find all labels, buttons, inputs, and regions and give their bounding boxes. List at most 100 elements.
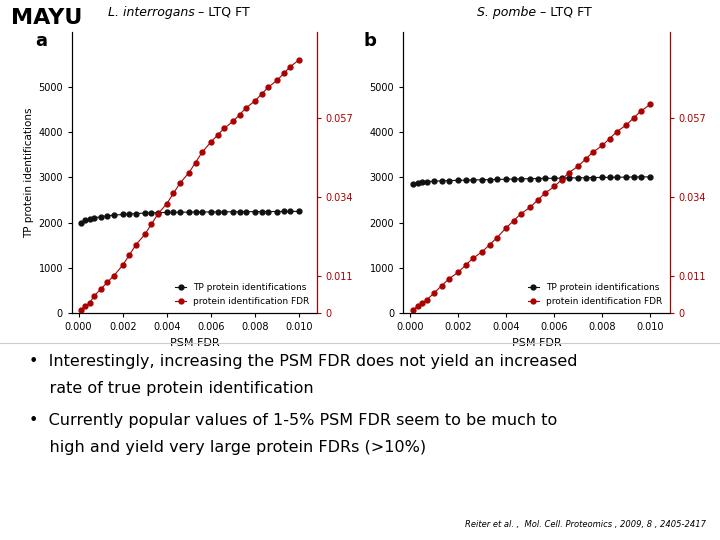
- protein identification FDR: [408, 307, 417, 313]
- protein identification FDR: [118, 262, 127, 268]
- protein identification FDR: [76, 307, 85, 313]
- protein identification FDR: [294, 57, 303, 63]
- TP protein identifications: [485, 177, 494, 183]
- protein identification FDR: [413, 303, 422, 309]
- protein identification FDR: [207, 139, 215, 145]
- TP protein identifications: [622, 174, 631, 180]
- Text: •  Currently popular values of 1-5% PSM FDR seem to be much to: • Currently popular values of 1-5% PSM F…: [29, 413, 557, 428]
- Line: protein identification FDR: protein identification FDR: [78, 57, 302, 312]
- protein identification FDR: [153, 211, 162, 217]
- TP protein identifications: [264, 208, 273, 215]
- protein identification FDR: [541, 190, 549, 197]
- TP protein identifications: [629, 174, 638, 180]
- protein identification FDR: [273, 77, 282, 84]
- TP protein identifications: [564, 175, 573, 181]
- protein identification FDR: [213, 132, 222, 138]
- TP protein identifications: [163, 209, 171, 215]
- TP protein identifications: [76, 219, 85, 226]
- TP protein identifications: [207, 208, 215, 215]
- TP protein identifications: [81, 217, 89, 224]
- TP protein identifications: [516, 176, 525, 182]
- TP protein identifications: [257, 208, 266, 215]
- protein identification FDR: [86, 300, 94, 306]
- TP protein identifications: [235, 208, 244, 215]
- TP protein identifications: [444, 177, 453, 184]
- protein identification FDR: [242, 105, 251, 111]
- TP protein identifications: [242, 208, 251, 215]
- protein identification FDR: [430, 289, 438, 296]
- protein identification FDR: [90, 293, 99, 299]
- TP protein identifications: [581, 174, 590, 181]
- protein identification FDR: [509, 218, 518, 224]
- TP protein identifications: [118, 211, 127, 218]
- TP protein identifications: [192, 209, 200, 215]
- TP protein identifications: [96, 213, 105, 220]
- TP protein identifications: [109, 212, 118, 218]
- TP protein identifications: [478, 177, 487, 183]
- Text: a: a: [35, 32, 48, 50]
- TP protein identifications: [103, 213, 112, 219]
- protein identification FDR: [198, 149, 207, 156]
- Text: S. pombe: S. pombe: [477, 6, 536, 19]
- TP protein identifications: [613, 174, 621, 180]
- protein identification FDR: [574, 163, 582, 169]
- TP protein identifications: [557, 175, 566, 181]
- TP protein identifications: [413, 179, 422, 186]
- TP protein identifications: [176, 209, 184, 215]
- TP protein identifications: [574, 174, 582, 181]
- X-axis label: PSM FDR: PSM FDR: [170, 338, 219, 348]
- protein identification FDR: [526, 204, 535, 210]
- protein identification FDR: [279, 70, 288, 77]
- protein identification FDR: [469, 255, 477, 262]
- Legend: TP protein identifications, protein identification FDR: TP protein identifications, protein iden…: [526, 281, 665, 309]
- TP protein identifications: [169, 209, 178, 215]
- TP protein identifications: [229, 208, 238, 215]
- protein identification FDR: [418, 300, 427, 306]
- Line: TP protein identifications: TP protein identifications: [410, 174, 653, 186]
- Text: MAYU: MAYU: [11, 8, 82, 28]
- protein identification FDR: [125, 252, 134, 258]
- TP protein identifications: [418, 179, 427, 185]
- Y-axis label: TP protein identifications: TP protein identifications: [24, 107, 34, 238]
- protein identification FDR: [147, 221, 156, 227]
- TP protein identifications: [462, 177, 470, 184]
- protein identification FDR: [176, 180, 184, 186]
- protein identification FDR: [437, 282, 446, 289]
- protein identification FDR: [423, 296, 431, 303]
- protein identification FDR: [534, 197, 542, 204]
- Text: Reiter et al. ,  Mol. Cell. Proteomics , 2009, 8 , 2405-2417: Reiter et al. , Mol. Cell. Proteomics , …: [464, 520, 706, 529]
- protein identification FDR: [220, 125, 228, 132]
- protein identification FDR: [598, 142, 607, 149]
- TP protein identifications: [279, 208, 288, 215]
- TP protein identifications: [541, 175, 549, 181]
- TP protein identifications: [526, 176, 535, 182]
- protein identification FDR: [564, 170, 573, 176]
- Line: TP protein identifications: TP protein identifications: [78, 209, 302, 225]
- protein identification FDR: [588, 149, 597, 156]
- protein identification FDR: [478, 248, 487, 255]
- Text: L. interrogans: L. interrogans: [108, 6, 194, 19]
- protein identification FDR: [646, 101, 654, 107]
- protein identification FDR: [192, 159, 200, 166]
- TP protein identifications: [492, 176, 501, 183]
- TP protein identifications: [469, 177, 477, 183]
- protein identification FDR: [485, 241, 494, 248]
- protein identification FDR: [257, 91, 266, 97]
- TP protein identifications: [646, 174, 654, 180]
- Legend: TP protein identifications, protein identification FDR: TP protein identifications, protein iden…: [173, 281, 312, 309]
- TP protein identifications: [213, 208, 222, 215]
- TP protein identifications: [423, 178, 431, 185]
- protein identification FDR: [557, 177, 566, 183]
- TP protein identifications: [430, 178, 438, 185]
- protein identification FDR: [462, 262, 470, 268]
- protein identification FDR: [444, 276, 453, 282]
- TP protein identifications: [273, 208, 282, 215]
- TP protein identifications: [286, 208, 294, 215]
- protein identification FDR: [81, 303, 89, 309]
- TP protein identifications: [125, 211, 134, 217]
- TP protein identifications: [153, 210, 162, 216]
- Text: – LTQ FT: – LTQ FT: [194, 6, 250, 19]
- protein identification FDR: [581, 156, 590, 163]
- protein identification FDR: [184, 170, 193, 176]
- protein identification FDR: [235, 111, 244, 118]
